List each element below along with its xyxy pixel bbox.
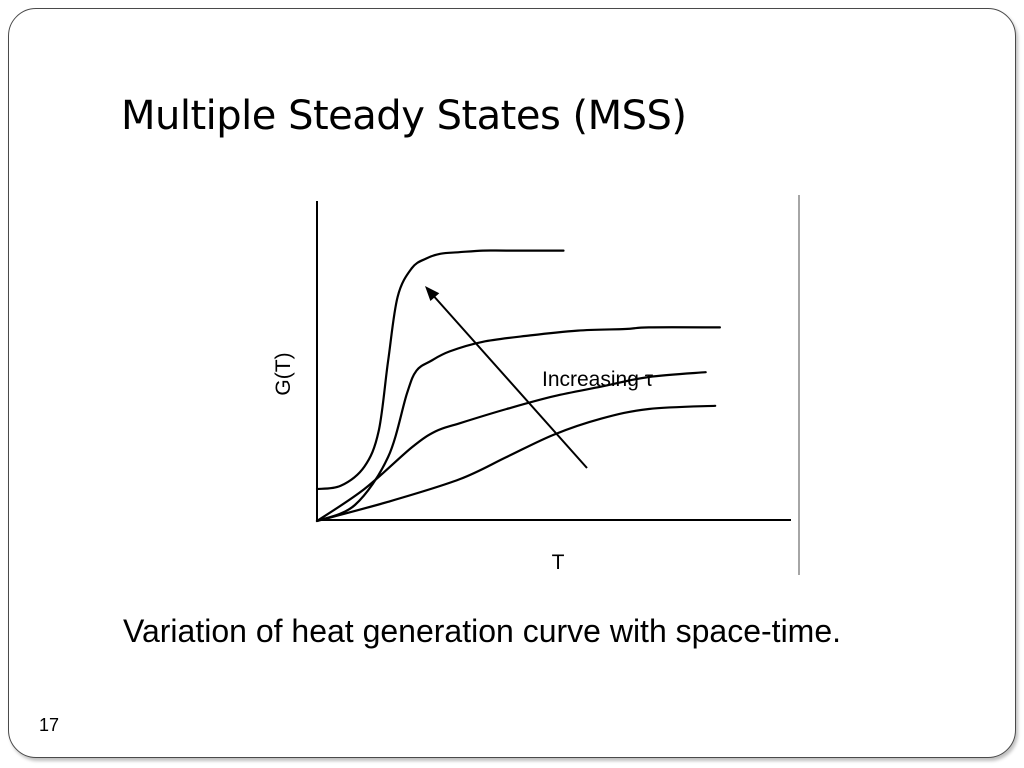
arrow-head (425, 286, 440, 301)
increasing-tau-annotation: Increasing τ (542, 368, 654, 391)
page-number: 17 (39, 715, 60, 735)
series-group (315, 249, 721, 523)
chart-svg: G(T) T Increasing τ (272, 195, 800, 575)
y-axis-label: G(T) (272, 352, 295, 395)
x-axis-label: T (552, 551, 565, 574)
increasing-tau-arrow (425, 286, 588, 469)
series-line-2 (315, 326, 721, 523)
series-line-1 (315, 249, 565, 491)
slide-title: Multiple Steady States (MSS) (121, 93, 687, 139)
slide-caption: Variation of heat generation curve with … (123, 613, 842, 649)
series-line-3 (315, 371, 707, 523)
slide-frame: Multiple Steady States (MSS) G(T) T Incr… (8, 8, 1016, 758)
arrow-shaft (430, 292, 588, 469)
series-line-4 (315, 404, 717, 523)
heat-generation-chart: G(T) T Increasing τ (249, 189, 809, 589)
